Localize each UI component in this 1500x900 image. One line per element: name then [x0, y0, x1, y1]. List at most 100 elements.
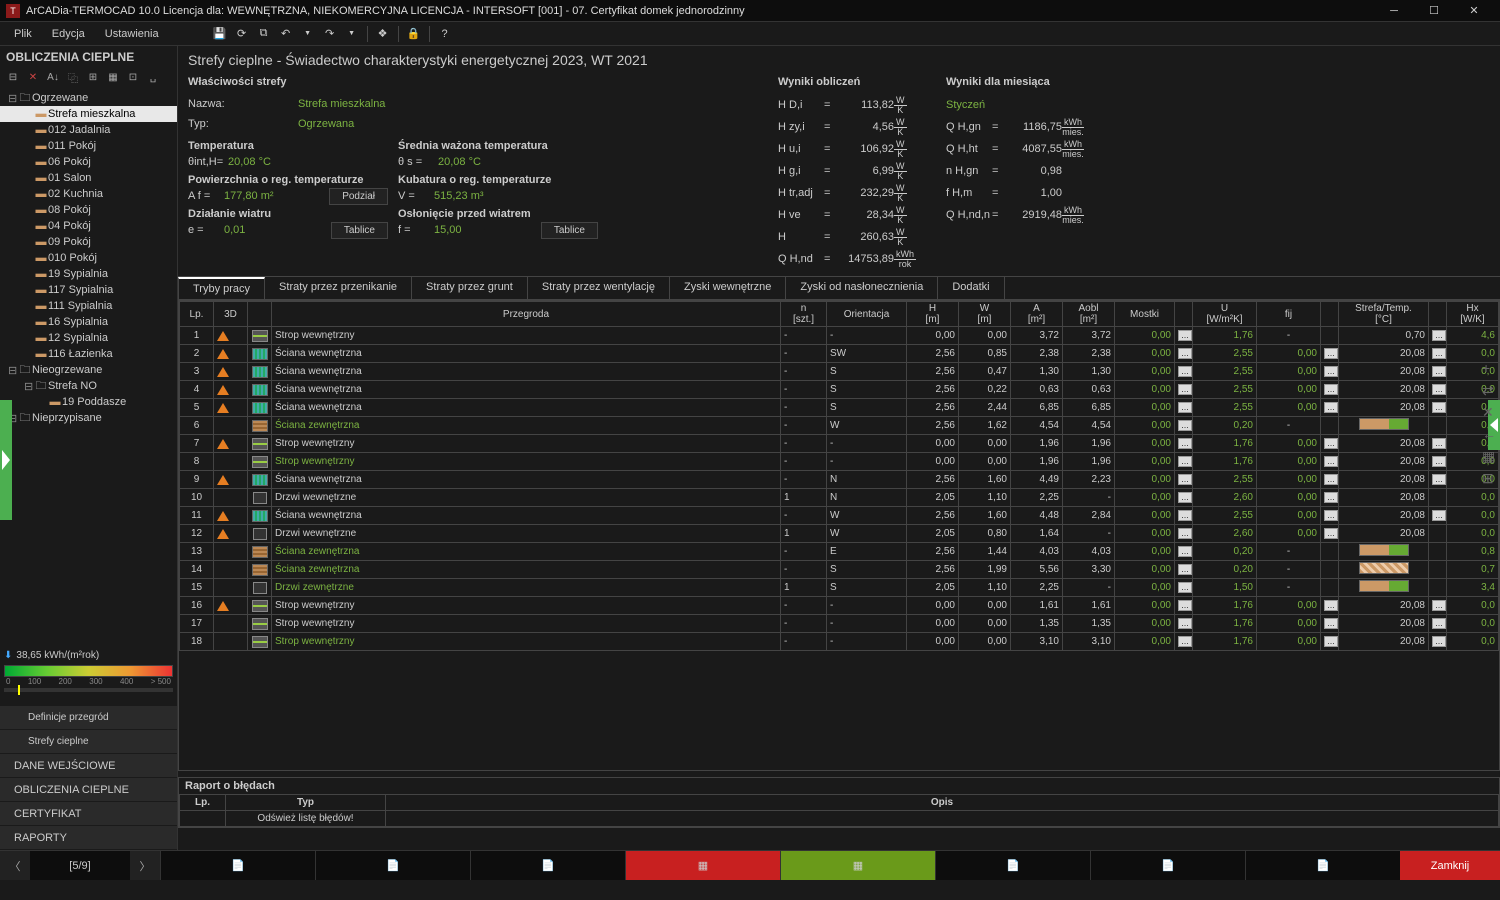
- table-row[interactable]: 18Strop wewnętrzny--0,000,003,103,100,00…: [180, 633, 1499, 651]
- dots-button[interactable]: …: [1178, 438, 1192, 449]
- left-drawer-handle[interactable]: [0, 400, 12, 520]
- table-row[interactable]: 11Ściana wewnętrzna-W2,561,604,482,840,0…: [180, 507, 1499, 525]
- tree-collapse-icon[interactable]: ⊟: [4, 68, 22, 86]
- footer-close-button[interactable]: Zamknij: [1400, 851, 1500, 880]
- tree-item[interactable]: ▬ 02 Kuchnia: [0, 186, 177, 202]
- dots-button[interactable]: …: [1324, 600, 1338, 611]
- dots-button[interactable]: …: [1178, 366, 1192, 377]
- dots-button[interactable]: …: [1432, 636, 1446, 647]
- tree[interactable]: ⊟🗀 Ogrzewane▬ Strefa mieszkalna▬ 012 Jad…: [0, 90, 177, 646]
- dots-button[interactable]: …: [1178, 420, 1192, 431]
- dots-button[interactable]: …: [1324, 438, 1338, 449]
- dots-button[interactable]: …: [1178, 582, 1192, 593]
- side-x-icon[interactable]: ✕: [1482, 404, 1498, 420]
- tree-item[interactable]: ▬ 19 Sypialnia: [0, 266, 177, 282]
- redo-icon[interactable]: ↷: [319, 23, 341, 45]
- footer-btn-2[interactable]: 📄: [315, 851, 470, 880]
- minimize-button[interactable]: ─: [1374, 0, 1414, 22]
- dots-button[interactable]: …: [1432, 456, 1446, 467]
- nav-dane[interactable]: DANE WEJŚCIOWE: [0, 754, 177, 778]
- tab[interactable]: Straty przez wentylację: [528, 277, 670, 299]
- dots-button[interactable]: …: [1324, 402, 1338, 413]
- footer-btn-5[interactable]: ▦: [780, 851, 935, 880]
- copy-icon[interactable]: ⧉: [253, 23, 275, 45]
- dots-button[interactable]: …: [1178, 492, 1192, 503]
- side-add-icon[interactable]: +: [1482, 360, 1498, 376]
- dots-button[interactable]: …: [1178, 474, 1192, 485]
- month-value[interactable]: Styczeń: [946, 94, 1084, 116]
- dots-button[interactable]: …: [1324, 456, 1338, 467]
- help-icon[interactable]: ?: [434, 23, 456, 45]
- tree-item[interactable]: ▬ 04 Pokój: [0, 218, 177, 234]
- footer-btn-4[interactable]: ▦: [625, 851, 780, 880]
- table-row[interactable]: 8Strop wewnętrzny--0,000,001,961,960,00……: [180, 453, 1499, 471]
- table-row[interactable]: 4Ściana wewnętrzna-S2,560,220,630,630,00…: [180, 381, 1499, 399]
- menu-settings[interactable]: Ustawienia: [95, 28, 169, 40]
- table-row[interactable]: 10Drzwi wewnętrzne1N2,051,102,25-0,00…2,…: [180, 489, 1499, 507]
- dots-button[interactable]: …: [1178, 348, 1192, 359]
- redo-menu-icon[interactable]: ▼: [341, 23, 363, 45]
- maximize-button[interactable]: ☐: [1414, 0, 1454, 22]
- tree-item[interactable]: ▬ 08 Pokój: [0, 202, 177, 218]
- page-next[interactable]: 〉: [130, 851, 160, 880]
- table-row[interactable]: 6Ściana zewnętrzna-W2,561,624,544,540,00…: [180, 417, 1499, 435]
- dots-button[interactable]: …: [1324, 618, 1338, 629]
- table-row[interactable]: 17Strop wewnętrzny--0,000,001,351,350,00…: [180, 615, 1499, 633]
- footer-btn-6[interactable]: 📄: [935, 851, 1090, 880]
- tree-group[interactable]: ⊟🗀 Nieogrzewane: [0, 362, 177, 378]
- dots-button[interactable]: …: [1432, 600, 1446, 611]
- tree-item[interactable]: ▬ 09 Pokój: [0, 234, 177, 250]
- side-calc-icon[interactable]: ⊞: [1482, 470, 1498, 486]
- save-icon[interactable]: 💾: [209, 23, 231, 45]
- footer-btn-1[interactable]: 📄: [160, 851, 315, 880]
- tree-item[interactable]: ▬ 010 Pokój: [0, 250, 177, 266]
- dots-button[interactable]: …: [1178, 456, 1192, 467]
- dots-button[interactable]: …: [1178, 636, 1192, 647]
- table-row[interactable]: 1Strop wewnętrzny--0,000,003,723,720,00……: [180, 327, 1499, 345]
- dots-button[interactable]: …: [1178, 618, 1192, 629]
- nav-raporty[interactable]: RAPORTY: [0, 826, 177, 850]
- tree-tool2-icon[interactable]: ▦: [104, 68, 122, 86]
- table-row[interactable]: 16Strop wewnętrzny--0,000,001,611,610,00…: [180, 597, 1499, 615]
- tree-tool4-icon[interactable]: ␣: [144, 68, 162, 86]
- tree-item[interactable]: ▬ 06 Pokój: [0, 154, 177, 170]
- close-button[interactable]: ✕: [1454, 0, 1494, 22]
- table-row[interactable]: 7Strop wewnętrzny--0,000,001,961,960,00……: [180, 435, 1499, 453]
- dots-button[interactable]: …: [1324, 474, 1338, 485]
- dots-button[interactable]: …: [1178, 564, 1192, 575]
- table-row[interactable]: 3Ściana wewnętrzna-S2,560,471,301,300,00…: [180, 363, 1499, 381]
- lock-icon[interactable]: 🔒: [403, 23, 425, 45]
- dots-button[interactable]: …: [1178, 402, 1192, 413]
- tree-item[interactable]: ▬ 16 Sypialnia: [0, 314, 177, 330]
- table-row[interactable]: 9Ściana wewnętrzna-N2,561,604,492,230,00…: [180, 471, 1499, 489]
- footer-btn-8[interactable]: 📄: [1245, 851, 1400, 880]
- nav-certyfikat[interactable]: CERTYFIKAT: [0, 802, 177, 826]
- footer-btn-7[interactable]: 📄: [1090, 851, 1245, 880]
- nav-definicje[interactable]: Definicje przegród: [0, 706, 177, 730]
- tree-tool1-icon[interactable]: ⊞: [84, 68, 102, 86]
- dots-button[interactable]: …: [1324, 366, 1338, 377]
- tab[interactable]: Straty przez przenikanie: [265, 277, 412, 299]
- dots-button[interactable]: …: [1178, 528, 1192, 539]
- tree-sort-icon[interactable]: A↓: [44, 68, 62, 86]
- dots-button[interactable]: …: [1178, 546, 1192, 557]
- dots-button[interactable]: …: [1324, 528, 1338, 539]
- table-row[interactable]: 2Ściana wewnętrzna-SW2,560,852,382,380,0…: [180, 345, 1499, 363]
- tree-item[interactable]: ⊟🗀 Strefa NO: [0, 378, 177, 394]
- dots-button[interactable]: …: [1432, 366, 1446, 377]
- dots-button[interactable]: …: [1432, 618, 1446, 629]
- dots-button[interactable]: …: [1324, 510, 1338, 521]
- dots-button[interactable]: …: [1432, 348, 1446, 359]
- tree-delete-icon[interactable]: ✕: [24, 68, 42, 86]
- undo-menu-icon[interactable]: ▼: [297, 23, 319, 45]
- side-back-icon[interactable]: ←: [1482, 426, 1498, 442]
- table-row[interactable]: 5Ściana wewnętrzna-S2,562,446,856,850,00…: [180, 399, 1499, 417]
- dots-button[interactable]: …: [1324, 348, 1338, 359]
- tree-item[interactable]: ▬ 111 Sypialnia: [0, 298, 177, 314]
- tree-copy-icon[interactable]: ⿻: [64, 68, 82, 86]
- tree-item[interactable]: ▬ 117 Sypialnia: [0, 282, 177, 298]
- dots-button[interactable]: …: [1432, 384, 1446, 395]
- tab[interactable]: Dodatki: [938, 277, 1004, 299]
- tree-item[interactable]: ▬ Strefa mieszkalna: [0, 106, 177, 122]
- tree-group[interactable]: ⊟🗀 Nieprzypisane: [0, 410, 177, 426]
